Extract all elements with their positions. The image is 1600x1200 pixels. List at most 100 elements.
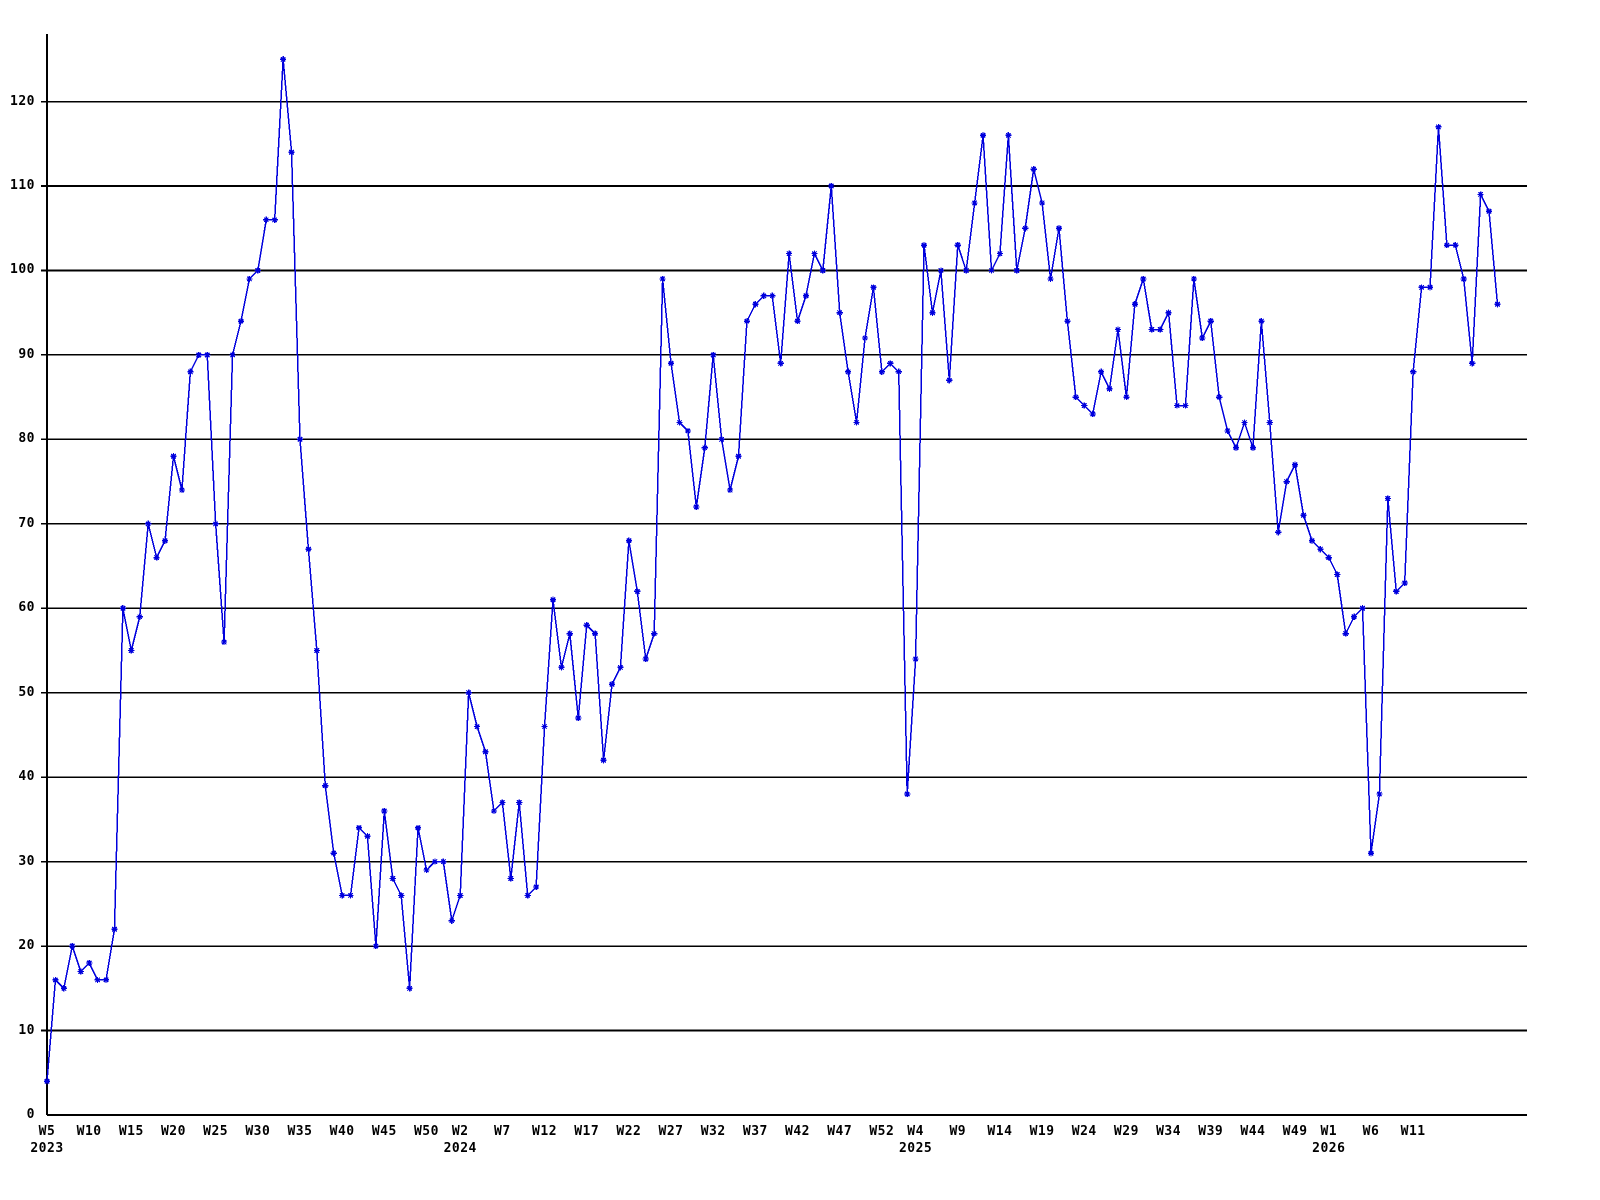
data-point (170, 453, 177, 460)
data-point (1022, 225, 1029, 232)
data-point (651, 630, 658, 637)
data-point (1384, 495, 1391, 502)
data-point (1351, 613, 1358, 620)
x-tick-label-w47: W47 (827, 1124, 853, 1139)
data-point (52, 976, 59, 983)
data-point (979, 132, 987, 139)
data-point (1064, 318, 1071, 325)
x-tick-label-w39: W39 (1198, 1124, 1224, 1139)
x-tick-label-w17: W17 (574, 1124, 600, 1139)
x-tick-label-w6: W6 (1362, 1124, 1380, 1139)
y-tick-label-120: 120 (10, 93, 35, 109)
y-tick-label-110: 110 (10, 178, 35, 194)
data-point (499, 799, 506, 806)
data-point (1426, 284, 1434, 291)
data-point (1207, 318, 1214, 325)
data-point (693, 503, 700, 511)
data-point (710, 351, 717, 359)
data-point (229, 351, 236, 359)
y-tick-label-100: 100 (10, 262, 35, 278)
data-point (1291, 461, 1299, 468)
data-point (389, 875, 396, 882)
data-point (549, 596, 557, 603)
data-point (853, 419, 860, 426)
data-point (1401, 579, 1408, 587)
x-tick-label-w19: W19 (1029, 1124, 1055, 1139)
data-point (43, 1078, 51, 1085)
data-point (1232, 444, 1240, 451)
data-point (996, 250, 1004, 257)
data-point (1435, 123, 1442, 130)
data-point (448, 917, 455, 924)
data-point (1477, 191, 1484, 198)
data-point (1325, 554, 1332, 561)
data-point (819, 267, 826, 274)
data-point (1393, 588, 1400, 595)
y-tick-label-50: 50 (18, 684, 35, 700)
x-tick-label-w7: W7 (494, 1124, 511, 1139)
data-point (1013, 267, 1020, 274)
data-point (1039, 199, 1046, 207)
data-point (187, 368, 194, 375)
data-point (1485, 208, 1493, 215)
y-tick-label-10: 10 (18, 1022, 35, 1038)
data-point (119, 605, 126, 612)
data-point (423, 866, 430, 874)
data-point (254, 267, 261, 274)
y-tick-label-0: 0 (26, 1107, 35, 1122)
data-point (558, 664, 565, 671)
x-tick-label-w1: W1 (1320, 1124, 1338, 1139)
data-point (1165, 309, 1172, 316)
data-point (1469, 360, 1476, 367)
x-tick-label-w5: W5 (38, 1124, 56, 1139)
y-tick-label-90: 90 (18, 346, 35, 362)
x-tick-label-w44: W44 (1240, 1124, 1266, 1139)
data-point (541, 723, 548, 730)
data-point (895, 368, 902, 375)
data-point (954, 242, 961, 249)
data-point (102, 976, 110, 983)
data-point (1376, 790, 1383, 798)
data-point (617, 664, 624, 671)
data-point (946, 377, 953, 384)
data-point (414, 824, 422, 831)
data-point (566, 630, 573, 637)
x-tick-label-w20: W20 (160, 1124, 186, 1139)
x-tick-label-w4: W4 (907, 1124, 924, 1139)
x-tick-label-w34: W34 (1156, 1124, 1182, 1139)
data-point (667, 360, 675, 367)
x-tick-label-w42: W42 (785, 1124, 811, 1139)
data-point (465, 689, 472, 696)
x-tick-label-w12: W12 (532, 1124, 558, 1139)
x-tick-label-w30: W30 (245, 1124, 271, 1139)
data-point (1410, 368, 1417, 375)
data-point (1342, 630, 1349, 637)
data-point (145, 520, 152, 527)
data-point (490, 807, 498, 815)
data-point (440, 858, 447, 865)
data-point (718, 436, 725, 443)
y-tick-label-40: 40 (18, 769, 35, 785)
grid-lines (47, 100, 1527, 1032)
data-point (828, 182, 835, 190)
data-point (659, 275, 666, 283)
x-tick-label-w45: W45 (371, 1124, 397, 1139)
data-point (507, 875, 514, 882)
data-point (1030, 166, 1037, 173)
data-point (322, 782, 329, 789)
x-tick-label-w22: W22 (616, 1124, 642, 1139)
data-point (735, 453, 742, 460)
x-tick-label-w14: W14 (987, 1124, 1013, 1139)
data-point (1098, 368, 1105, 375)
data-point (1275, 529, 1282, 536)
data-point (625, 537, 632, 544)
data-point (760, 292, 767, 299)
data-point (1182, 402, 1189, 409)
x-tick-label-w35: W35 (287, 1124, 313, 1139)
x-tick-label-w49: W49 (1282, 1124, 1308, 1139)
data-point (524, 892, 531, 899)
data-point (1494, 301, 1501, 308)
data-point (1452, 242, 1459, 249)
